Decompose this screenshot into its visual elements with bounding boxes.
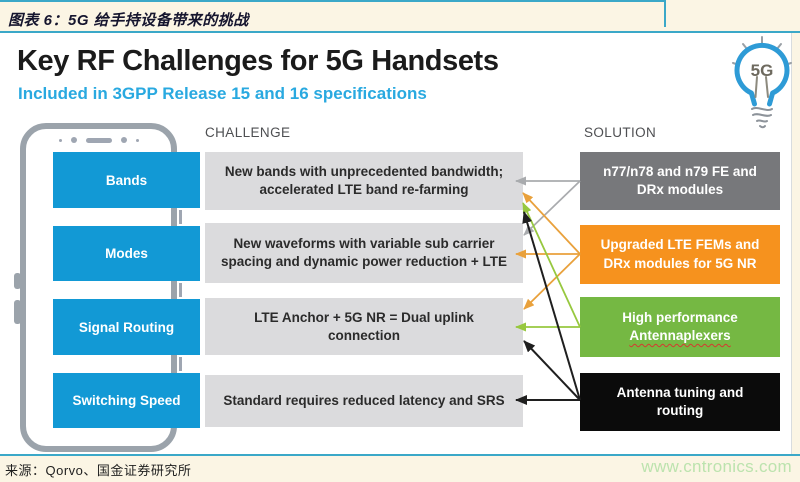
phone-camera-dot <box>70 137 77 143</box>
caption-top-rule <box>0 0 666 2</box>
connector-gray-to-modes <box>523 180 581 236</box>
slide-subtitle: Included in 3GPP Release 15 and 16 speci… <box>18 84 427 103</box>
phone-side-button <box>14 300 21 324</box>
svg-text:5G: 5G <box>751 61 774 80</box>
source-note: 来源：Qorvo、国金证券研究所 <box>5 463 192 478</box>
category-box-modes: Modes <box>53 226 200 281</box>
solution-label-line2-misspelled: Antennaplexers <box>629 328 731 343</box>
connector-orange-to-bands <box>522 192 581 255</box>
solution-column-header: SOLUTION <box>584 125 657 140</box>
solution-label-line1: High performance <box>622 309 738 325</box>
caption-bottom-rule <box>0 31 800 33</box>
smartphone-illustration <box>20 123 177 452</box>
category-box-bands: Bands <box>53 152 200 208</box>
category-box-switching-speed: Switching Speed <box>53 373 200 428</box>
figure-image: Key RF Challenges for 5G Handsets Includ… <box>0 33 792 454</box>
figure-bottom-rule <box>0 454 800 456</box>
challenge-box-modes: New waveforms with variable sub carrier … <box>205 223 523 283</box>
connector-green-to-bands <box>522 202 581 328</box>
challenge-box-bands: New bands with unprecedented bandwidth; … <box>205 152 523 210</box>
site-watermark: www.cntronics.com <box>641 457 792 476</box>
5g-lightbulb-icon: 5G <box>732 36 792 129</box>
category-box-signal-routing: Signal Routing <box>53 299 200 355</box>
solution-box-antennaplexers: High performance Antennaplexers <box>580 297 780 357</box>
connector-black-to-signal-routing <box>523 340 581 401</box>
solution-box-fe-drx-modules: n77/n78 and n79 FE and DRx modules <box>580 152 780 210</box>
category-connector-tick <box>179 210 182 224</box>
challenge-column-header: CHALLENGE <box>205 125 291 140</box>
category-connector-tick <box>179 357 182 371</box>
phone-side-button <box>14 273 21 289</box>
connector-black-to-bands <box>522 211 581 401</box>
connector-orange-to-signal-routing <box>523 253 581 310</box>
phone-sensor-dot <box>58 138 62 142</box>
phone-camera-dot <box>120 137 127 143</box>
phone-sensor-dot <box>135 138 139 142</box>
slide-title: Key RF Challenges for 5G Handsets <box>17 45 499 77</box>
phone-speaker-camera <box>20 134 177 146</box>
challenge-box-signal-routing: LTE Anchor + 5G NR = Dual uplink connect… <box>205 298 523 355</box>
caption-rule-end-cap <box>664 0 666 27</box>
solution-box-upgraded-lte-fems: Upgraded LTE FEMs and DRx modules for 5G… <box>580 225 780 284</box>
phone-speaker-bar <box>85 137 112 143</box>
category-connector-tick <box>179 283 182 297</box>
figure-caption: 图表 6：5G 给手持设备带来的挑战 <box>8 12 249 29</box>
solution-box-antenna-tuning: Antenna tuning and routing <box>580 373 780 431</box>
challenge-box-switching-speed: Standard requires reduced latency and SR… <box>205 375 523 427</box>
